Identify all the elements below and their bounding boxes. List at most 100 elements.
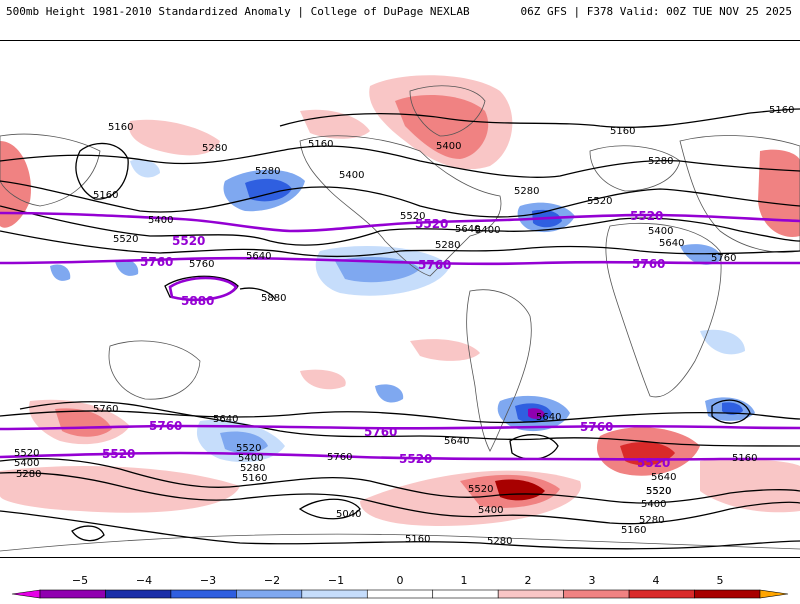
colorbar-segment — [563, 589, 630, 599]
anom-pos-right-edge — [758, 149, 800, 237]
highlight-label: 5520 — [399, 452, 432, 466]
colorbar-tick-label: 4 — [653, 574, 660, 587]
height-label: 5400 — [148, 215, 173, 226]
highlight-label: 5760 — [580, 420, 613, 434]
highlight-5520-north — [0, 211, 800, 233]
height-label: 5400 — [339, 170, 364, 181]
highlight-label-layer: 5520 5520 5520 5760 5760 5760 5880 5760 … — [102, 209, 670, 470]
height-label: 5160 — [242, 473, 267, 484]
height-label: 5160 — [93, 190, 118, 201]
highlight-label: 5760 — [364, 425, 397, 439]
highlight-label: 5520 — [172, 234, 205, 248]
height-label: 5400 — [14, 458, 39, 469]
colorbar-tick-label: 5 — [717, 574, 724, 587]
highlight-label: 5520 — [102, 447, 135, 461]
highlight-contours — [0, 211, 800, 461]
height-label-layer: 5160 5160 5160 5160 5280 5280 5280 5280 … — [14, 105, 794, 547]
contour-5400-south — [0, 457, 800, 504]
highlight-5760-north — [0, 256, 800, 266]
height-label: 5400 — [238, 453, 263, 464]
anom-pos-s-pacific-mid — [300, 369, 346, 390]
anom-pos-n-america — [300, 109, 370, 139]
antarctica-outline — [0, 533, 800, 552]
colorbar-tick-label: −3 — [200, 574, 216, 587]
height-label: 5160 — [621, 525, 646, 536]
colorbar-segment — [236, 589, 303, 599]
highlight-label: 5520 — [637, 456, 670, 470]
height-label: 5280 — [16, 469, 41, 480]
height-label: 5400 — [648, 226, 673, 237]
contour-5400-north — [0, 180, 800, 218]
height-label: 5400 — [475, 225, 500, 236]
colorbar-tick-label: 2 — [525, 574, 532, 587]
anom-neg-s-america-peak — [528, 408, 545, 419]
colorbar-tick-label: 0 — [397, 574, 404, 587]
asia-left-outline — [0, 133, 101, 207]
anom-pos-s-atlantic-peak — [495, 479, 545, 501]
height-label: 5520 — [14, 448, 39, 459]
highlight-label: 5880 — [181, 294, 214, 308]
colorbar-tick-label: 3 — [589, 574, 596, 587]
anom-neg-n-pacific-w — [130, 159, 160, 178]
height-label: 5640 — [659, 238, 684, 249]
height-label: 5280 — [240, 463, 265, 474]
height-label: 5640 — [444, 436, 469, 447]
height-label: 5520 — [646, 486, 671, 497]
africa-outline — [605, 223, 722, 398]
colorbar-segment — [366, 589, 434, 599]
anomaly-map[interactable]: 5160 5160 5160 5160 5280 5280 5280 5280 … — [0, 40, 800, 558]
colorbar-tick-label: −5 — [72, 574, 88, 587]
height-label: 5400 — [641, 499, 666, 510]
height-label: 5760 — [189, 259, 214, 270]
contour-5280-north — [0, 145, 800, 178]
map-canvas: 5160 5160 5160 5160 5280 5280 5280 5280 … — [0, 75, 800, 552]
colorbar-segment — [39, 589, 106, 599]
height-label: 5400 — [478, 505, 503, 516]
height-label: 5160 — [732, 453, 757, 464]
height-label: 5520 — [236, 443, 261, 454]
height-label: 5520 — [400, 211, 425, 222]
anom-pos-s-pacific-w-core — [55, 408, 112, 437]
highlight-5880-loop — [168, 276, 238, 302]
contour-5160-north — [279, 108, 800, 128]
anom-neg-atl-mid — [375, 384, 404, 403]
colorbar-tick-label: −1 — [328, 574, 344, 587]
colorbar-tick-label: −2 — [264, 574, 280, 587]
height-label: 5160 — [108, 122, 133, 133]
anom-neg-n-pacific-core — [245, 178, 292, 202]
height-label: 5640 — [651, 472, 676, 483]
anom-pos-n-pacific — [129, 119, 220, 156]
height-label: 5280 — [255, 166, 280, 177]
anom-neg-africa-e — [680, 244, 722, 265]
height-label: 5760 — [93, 404, 118, 415]
height-label: 5280 — [639, 515, 664, 526]
contour-5760-south — [0, 410, 800, 424]
colorbar-canvas: −5 −4 −3 −2 −1 0 1 2 3 4 5 — [11, 574, 789, 599]
height-label: 5160 — [405, 534, 430, 545]
map-title: 500mb Height 1981-2010 Standardized Anom… — [6, 5, 470, 18]
contour-5640-north — [0, 230, 800, 257]
highlight-label: 5520 — [415, 217, 448, 231]
contour-5040-south — [298, 498, 361, 520]
negative-anomaly-shading — [50, 159, 755, 463]
colorbar-arrow-high — [759, 589, 789, 599]
contour-low-s-america — [509, 434, 559, 460]
height-label: 5280 — [487, 536, 512, 547]
height-label: 5640 — [455, 224, 480, 235]
anom-pos-southern-ocean — [0, 466, 240, 513]
height-label: 5640 — [536, 412, 561, 423]
height-label: 5040 — [336, 509, 361, 520]
highlight-label: 5520 — [630, 209, 663, 223]
colorbar-segments — [11, 589, 789, 599]
anom-neg-w-pacific — [50, 264, 71, 281]
height-label: 5280 — [202, 143, 227, 154]
highlight-label: 5760 — [632, 257, 665, 271]
anom-pos-tropics-atl — [410, 339, 480, 361]
asia-outline — [679, 135, 800, 253]
colorbar-arrow-low — [11, 589, 41, 599]
colorbar-segment — [497, 589, 564, 599]
colorbar-tick-label: 1 — [461, 574, 468, 587]
colorbar-segment — [628, 589, 695, 599]
height-label: 5640 — [213, 414, 238, 425]
contour-5520-north — [0, 205, 800, 246]
